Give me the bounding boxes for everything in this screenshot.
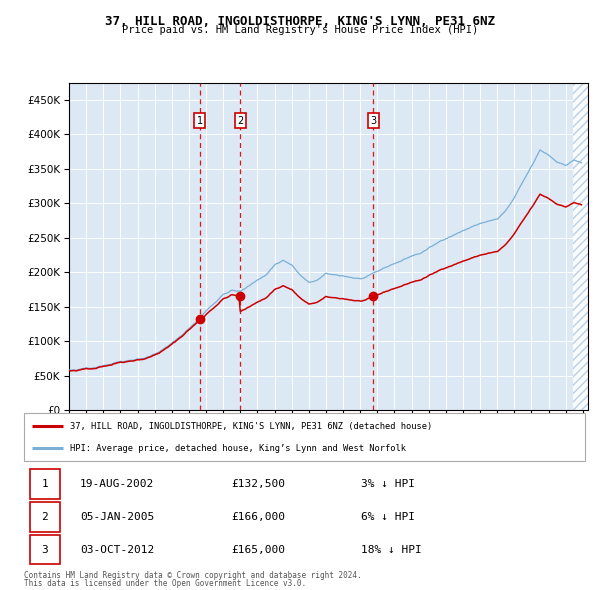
Text: 37, HILL ROAD, INGOLDISTHORPE, KING'S LYNN, PE31 6NZ (detached house): 37, HILL ROAD, INGOLDISTHORPE, KING'S LY… bbox=[70, 422, 432, 431]
Text: £132,500: £132,500 bbox=[232, 479, 286, 489]
Text: 1: 1 bbox=[197, 116, 203, 126]
Text: Price paid vs. HM Land Registry's House Price Index (HPI): Price paid vs. HM Land Registry's House … bbox=[122, 25, 478, 35]
FancyBboxPatch shape bbox=[29, 469, 61, 499]
Text: Contains HM Land Registry data © Crown copyright and database right 2024.: Contains HM Land Registry data © Crown c… bbox=[24, 571, 362, 579]
Text: 3% ↓ HPI: 3% ↓ HPI bbox=[361, 479, 415, 489]
Text: 03-OCT-2012: 03-OCT-2012 bbox=[80, 545, 154, 555]
FancyBboxPatch shape bbox=[29, 535, 61, 565]
Text: £165,000: £165,000 bbox=[232, 545, 286, 555]
Text: 3: 3 bbox=[41, 545, 48, 555]
Text: 2: 2 bbox=[238, 116, 244, 126]
Text: 37, HILL ROAD, INGOLDISTHORPE, KING'S LYNN, PE31 6NZ: 37, HILL ROAD, INGOLDISTHORPE, KING'S LY… bbox=[105, 15, 495, 28]
Text: This data is licensed under the Open Government Licence v3.0.: This data is licensed under the Open Gov… bbox=[24, 579, 306, 588]
Text: 18% ↓ HPI: 18% ↓ HPI bbox=[361, 545, 421, 555]
FancyBboxPatch shape bbox=[24, 413, 585, 461]
Text: 1: 1 bbox=[41, 479, 48, 489]
Text: 2: 2 bbox=[41, 512, 48, 522]
Text: 6% ↓ HPI: 6% ↓ HPI bbox=[361, 512, 415, 522]
Text: 3: 3 bbox=[370, 116, 376, 126]
FancyBboxPatch shape bbox=[29, 502, 61, 532]
Bar bbox=[573, 83, 588, 410]
Text: 05-JAN-2005: 05-JAN-2005 bbox=[80, 512, 154, 522]
Text: HPI: Average price, detached house, King’s Lynn and West Norfolk: HPI: Average price, detached house, King… bbox=[70, 444, 406, 453]
Text: 19-AUG-2002: 19-AUG-2002 bbox=[80, 479, 154, 489]
Text: £166,000: £166,000 bbox=[232, 512, 286, 522]
